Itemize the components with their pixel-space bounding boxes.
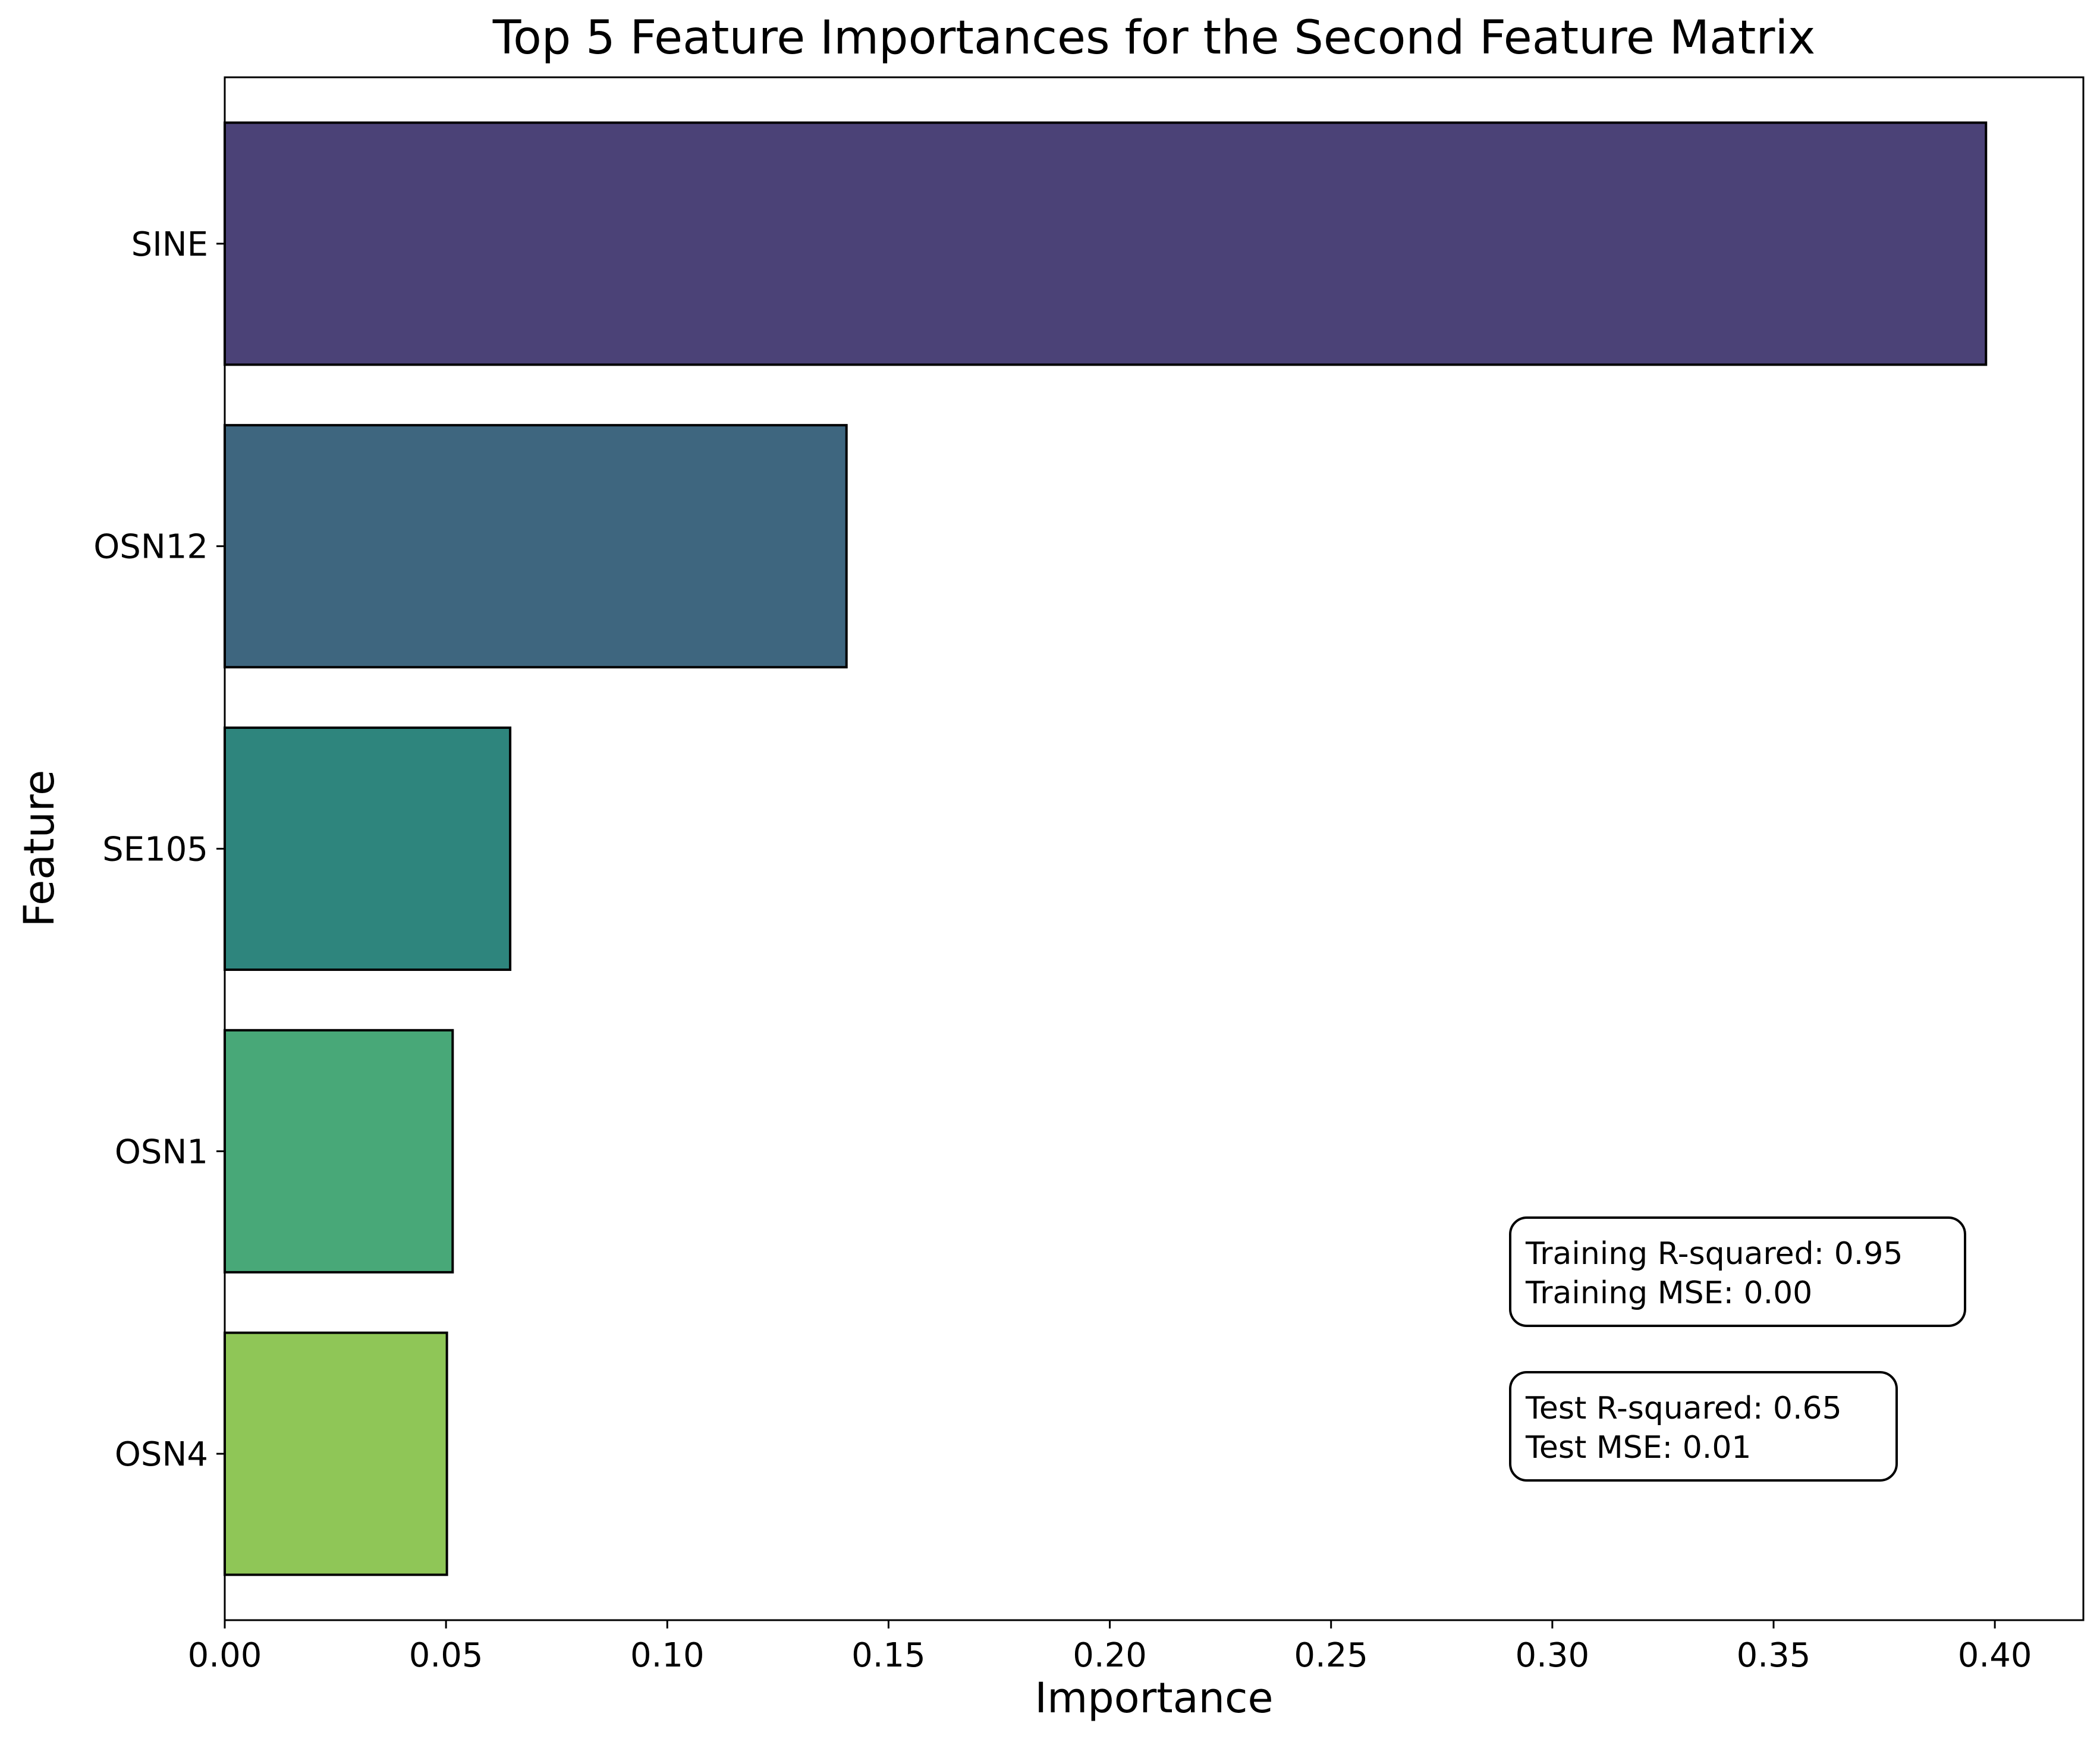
test-stats-box-frame <box>1509 1371 1898 1482</box>
x-tick-label: 0.10 <box>630 1636 705 1675</box>
x-tick-label: 0.15 <box>851 1636 926 1675</box>
test-stats-box-line: Test R-squared: 0.65 <box>1525 1391 1842 1426</box>
x-tick-label: 0.25 <box>1294 1636 1368 1675</box>
y-tick-label-osn1: OSN1 <box>115 1133 208 1171</box>
x-axis-label: Importance <box>1035 1674 1273 1722</box>
y-tick-label-sine: SINE <box>131 225 208 264</box>
y-tick-label-osn4: OSN4 <box>115 1435 208 1474</box>
y-axis-label: Feature <box>15 770 64 927</box>
y-axis-ticks: SINE OSN12 SE105 OSN1 OSN4 <box>93 225 225 1474</box>
x-tick-label: 0.05 <box>409 1636 483 1675</box>
training-stats-box-frame <box>1509 1216 1966 1327</box>
bar-osn12 <box>224 424 848 669</box>
bars-group <box>224 121 1988 1576</box>
training-stats-box-line: Training R-squared: 0.95 <box>1525 1236 1903 1272</box>
bar-se105 <box>224 726 512 971</box>
x-tick-label: 0.30 <box>1516 1636 1590 1675</box>
training-stats-box-line: Training MSE: 0.00 <box>1525 1275 1812 1311</box>
x-tick-label: 0.35 <box>1737 1636 1811 1675</box>
x-tick-label: 0.00 <box>188 1636 262 1675</box>
plot-frame <box>224 76 2085 1621</box>
y-tick-label-se105: SE105 <box>102 831 208 869</box>
y-tick-label-osn12: OSN12 <box>93 528 208 567</box>
bar-osn1 <box>224 1029 454 1274</box>
x-tick-label: 0.20 <box>1073 1636 1147 1675</box>
bar-osn4 <box>224 1331 448 1576</box>
x-tick-label: 0.40 <box>1958 1636 2032 1675</box>
chart-title: Top 5 Feature Importances for the Second… <box>492 11 1816 65</box>
bar-sine <box>224 121 1988 366</box>
x-axis-ticks: 0.00 0.05 0.10 0.15 0.20 0.25 0.30 0.35 0.40 <box>188 1620 2032 1675</box>
test-stats-box-line: Test MSE: 0.01 <box>1525 1430 1752 1466</box>
test-stats-box: Test R-squared: 0.65 Test MSE: 0.01 <box>1509 1371 1898 1482</box>
